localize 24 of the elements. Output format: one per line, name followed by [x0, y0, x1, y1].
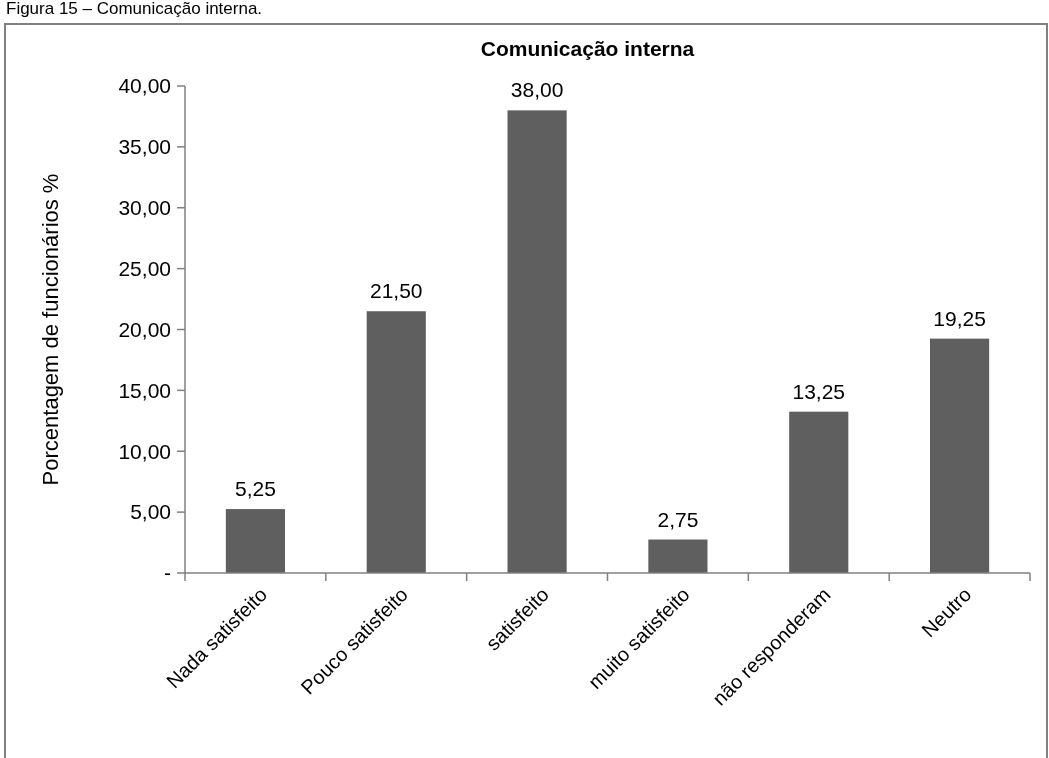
y-tick-label: -	[164, 561, 171, 585]
bar	[225, 509, 285, 573]
y-tick-label: 40,00	[118, 74, 171, 98]
data-label: 19,25	[933, 306, 986, 330]
y-tick-label: 5,00	[130, 500, 171, 524]
bar	[366, 311, 426, 573]
data-label: 38,00	[510, 78, 564, 102]
data-label: 21,50	[369, 279, 423, 303]
bar	[930, 338, 990, 573]
y-axis-title: Porcentagem de funcionários %	[38, 173, 63, 486]
y-tick-label: 15,00	[118, 378, 171, 402]
y-tick-label: 10,00	[118, 439, 171, 463]
y-tick-label: 35,00	[118, 135, 171, 159]
bar	[789, 411, 849, 573]
bar	[648, 539, 708, 573]
text: Figura 15 – Comunicação interna.	[6, 0, 263, 18]
bar	[507, 110, 567, 573]
y-tick-label: 30,00	[118, 196, 171, 220]
data-label: 2,75	[657, 507, 699, 531]
y-tick-label: 20,00	[118, 317, 171, 341]
data-label: 5,25	[234, 477, 276, 501]
data-label: 13,25	[792, 379, 846, 403]
chart-title: Comunicação interna	[480, 37, 695, 60]
y-tick-label: 25,00	[118, 256, 171, 280]
